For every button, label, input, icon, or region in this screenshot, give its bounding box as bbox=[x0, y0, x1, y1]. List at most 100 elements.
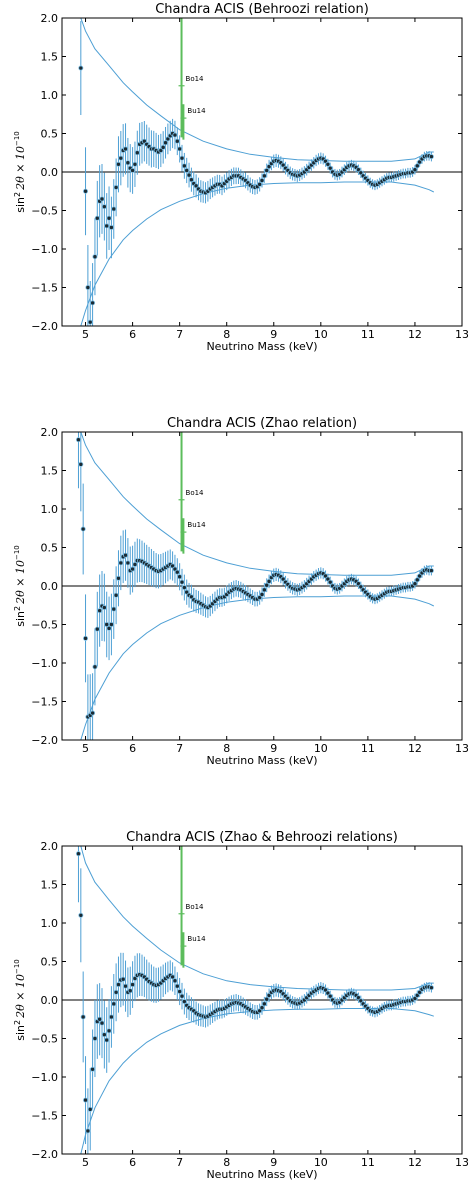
data-point bbox=[115, 575, 121, 581]
y-tick-label: −1.5 bbox=[31, 696, 58, 709]
lower-envelope-line bbox=[80, 1008, 434, 1154]
x-tick-label: 6 bbox=[129, 328, 136, 341]
x-tick-label: 8 bbox=[223, 1156, 230, 1169]
constraint-label: Bu14 bbox=[187, 935, 206, 943]
y-tick-label: −2.0 bbox=[31, 320, 58, 333]
y-tick-label: 1.5 bbox=[41, 879, 59, 892]
data-point bbox=[111, 206, 117, 212]
data-point bbox=[123, 983, 129, 989]
x-tick-label: 9 bbox=[270, 742, 277, 755]
x-tick-label: 12 bbox=[408, 742, 422, 755]
y-axis-label-text: sin bbox=[14, 611, 27, 627]
y-axis-label-math: 2θ × 10 bbox=[14, 560, 27, 605]
data-point bbox=[94, 215, 100, 221]
y-axis-label-math: 2θ × 10 bbox=[14, 146, 27, 191]
data-point bbox=[90, 710, 96, 716]
y-tick-label: 0.5 bbox=[41, 128, 59, 141]
data-point bbox=[177, 574, 183, 580]
data-point bbox=[412, 167, 418, 173]
data-point bbox=[177, 989, 183, 995]
data-point bbox=[184, 167, 190, 173]
x-tick-label: 7 bbox=[176, 1156, 183, 1169]
y-tick-label: −0.5 bbox=[31, 619, 58, 632]
data-point bbox=[428, 154, 434, 160]
x-tick-label: 8 bbox=[223, 328, 230, 341]
data-point bbox=[106, 1028, 112, 1034]
y-axis-label-text: sin bbox=[14, 197, 27, 213]
x-axis-label: Neutrino Mass (keV) bbox=[206, 754, 317, 767]
data-point bbox=[87, 1106, 93, 1112]
y-axis-label-sup: 2 bbox=[13, 1020, 22, 1025]
data-point bbox=[428, 568, 434, 574]
data-point bbox=[257, 181, 263, 187]
data-point bbox=[80, 1014, 86, 1020]
data-point bbox=[106, 625, 112, 631]
y-axis-label: sin22θ × 10−10 bbox=[13, 545, 27, 626]
data-point bbox=[92, 1036, 98, 1042]
data-point bbox=[111, 1001, 117, 1007]
data-point bbox=[80, 526, 86, 532]
data-point bbox=[160, 144, 166, 150]
lower-envelope-line bbox=[80, 181, 435, 326]
data-point bbox=[327, 165, 333, 171]
x-tick-label: 9 bbox=[270, 328, 277, 341]
y-tick-label: −1.5 bbox=[31, 282, 58, 295]
chart-panel-1: Chandra ACIS (Behroozi relation) Bo14 Bu14… bbox=[13, 2, 468, 353]
data-point bbox=[261, 587, 267, 593]
data-point bbox=[78, 65, 84, 71]
data-point bbox=[118, 155, 124, 161]
data-point bbox=[113, 592, 119, 598]
lower-envelope-line bbox=[80, 595, 435, 740]
data-point bbox=[123, 552, 129, 558]
x-tick-label: 10 bbox=[314, 1156, 328, 1169]
data-point bbox=[87, 319, 93, 325]
y-axis-label: sin22θ × 10−10 bbox=[13, 131, 27, 212]
data-point bbox=[113, 989, 119, 995]
chart-title: Chandra ACIS (Zhao & Behroozi relations) bbox=[126, 830, 398, 845]
data-point bbox=[94, 626, 100, 632]
data-point bbox=[181, 999, 187, 1005]
x-tick-label: 6 bbox=[129, 1156, 136, 1169]
data-point bbox=[163, 140, 169, 146]
data-point bbox=[181, 163, 187, 169]
data-point bbox=[264, 582, 270, 588]
y-tick-label: 1.5 bbox=[41, 51, 59, 64]
data-point bbox=[108, 224, 114, 230]
y-axis-label: sin22θ × 10−10 bbox=[13, 959, 27, 1040]
data-point bbox=[125, 560, 131, 566]
y-tick-label: 0.0 bbox=[41, 166, 59, 179]
x-tick-label: 11 bbox=[361, 1156, 375, 1169]
data-point bbox=[172, 978, 178, 984]
data-point bbox=[78, 912, 84, 918]
data-point bbox=[132, 561, 138, 567]
data-point bbox=[327, 993, 333, 999]
data-point bbox=[83, 1097, 89, 1103]
y-tick-label: −0.5 bbox=[31, 1033, 58, 1046]
x-tick-label: 13 bbox=[455, 1156, 468, 1169]
data-point bbox=[188, 177, 194, 183]
plot-area: Bo14 Bu14 bbox=[62, 432, 462, 740]
data-point bbox=[179, 579, 185, 585]
data-point bbox=[179, 993, 185, 999]
data-point bbox=[186, 172, 192, 178]
chart-panel-2: Chandra ACIS (Zhao relation) Bo14 Bu14 5 6 7 8… bbox=[13, 416, 468, 767]
data-point bbox=[174, 138, 180, 144]
constraint-label: Bu14 bbox=[187, 521, 206, 529]
y-axis-label-exponent: −10 bbox=[13, 545, 21, 560]
data-point bbox=[113, 184, 119, 190]
x-tick-label: 12 bbox=[408, 1156, 422, 1169]
data-point bbox=[261, 173, 267, 179]
data-point bbox=[90, 300, 96, 306]
data-point bbox=[170, 974, 176, 980]
y-tick-label: −1.0 bbox=[31, 1071, 58, 1084]
data-point bbox=[104, 1037, 110, 1043]
data-point bbox=[92, 664, 98, 670]
data-point bbox=[181, 585, 187, 591]
data-point bbox=[412, 581, 418, 587]
data-point bbox=[259, 591, 265, 597]
data-point bbox=[101, 204, 107, 210]
y-axis-label-exponent: −10 bbox=[13, 131, 21, 146]
plot-area: Bo14 Bu14 bbox=[62, 18, 462, 326]
x-tick-label: 5 bbox=[82, 742, 89, 755]
